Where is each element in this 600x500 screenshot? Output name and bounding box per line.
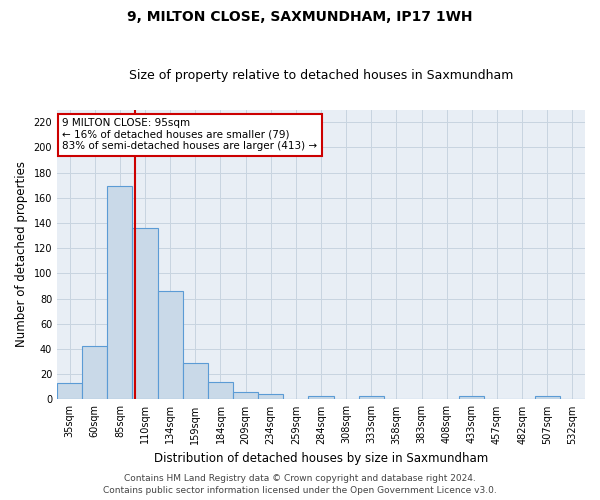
- Bar: [82, 346, 107, 400]
- Bar: [359, 396, 384, 400]
- X-axis label: Distribution of detached houses by size in Saxmundham: Distribution of detached houses by size …: [154, 452, 488, 465]
- Bar: [258, 394, 283, 400]
- Text: 9, MILTON CLOSE, SAXMUNDHAM, IP17 1WH: 9, MILTON CLOSE, SAXMUNDHAM, IP17 1WH: [127, 10, 473, 24]
- Bar: [233, 392, 258, 400]
- Bar: [308, 396, 334, 400]
- Bar: [183, 363, 208, 400]
- Text: Contains HM Land Registry data © Crown copyright and database right 2024.
Contai: Contains HM Land Registry data © Crown c…: [103, 474, 497, 495]
- Y-axis label: Number of detached properties: Number of detached properties: [15, 162, 28, 348]
- Text: 9 MILTON CLOSE: 95sqm
← 16% of detached houses are smaller (79)
83% of semi-deta: 9 MILTON CLOSE: 95sqm ← 16% of detached …: [62, 118, 317, 152]
- Bar: [133, 228, 158, 400]
- Bar: [107, 186, 133, 400]
- Title: Size of property relative to detached houses in Saxmundham: Size of property relative to detached ho…: [129, 69, 513, 82]
- Bar: [57, 383, 82, 400]
- Bar: [158, 291, 183, 400]
- Bar: [535, 396, 560, 400]
- Bar: [208, 382, 233, 400]
- Bar: [459, 396, 484, 400]
